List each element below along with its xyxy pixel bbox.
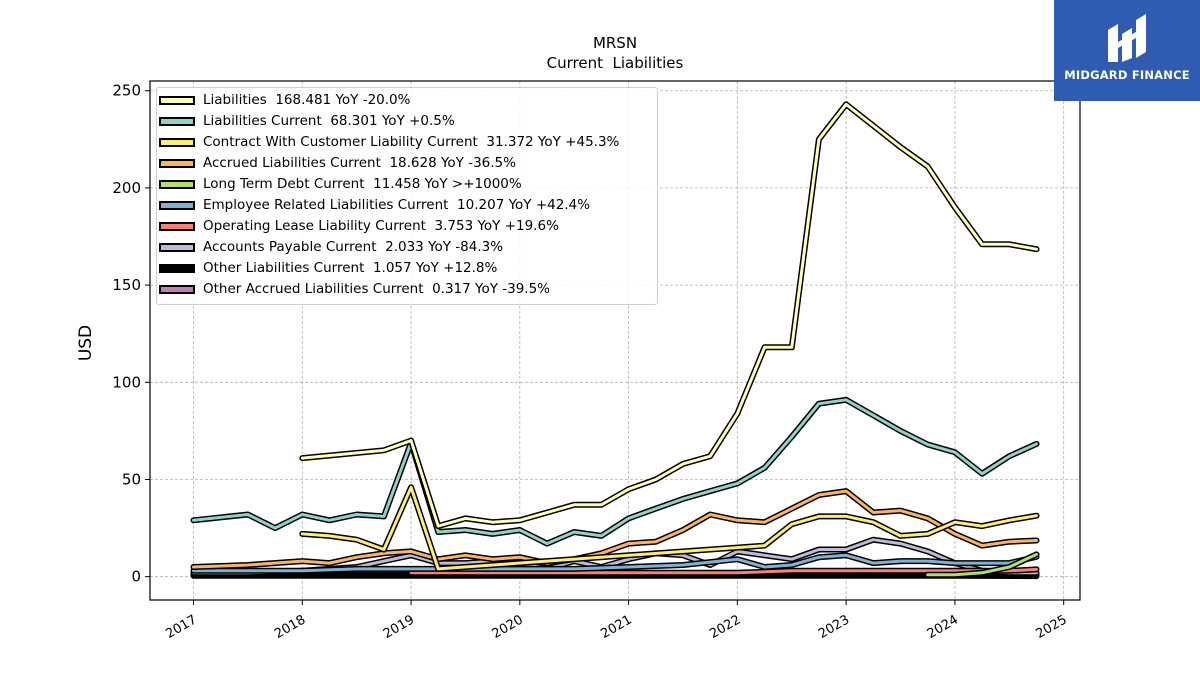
legend-swatch <box>159 221 195 231</box>
legend-item: Other Liabilities Current 1.057 YoY +12.… <box>159 258 497 278</box>
legend-label: Contract With Customer Liability Current… <box>203 134 620 150</box>
x-tick-label: 2020 <box>490 612 526 642</box>
y-tick-label: 200 <box>112 179 141 197</box>
series-operating-lease-liability-current <box>408 566 1040 576</box>
legend-label: Liabilities 168.481 YoY -20.0% <box>203 92 411 108</box>
legend-label: Other Liabilities Current 1.057 YoY +12.… <box>203 260 498 276</box>
chart-title: MRSN <box>593 34 637 52</box>
series-contract-with-customer-liability-current <box>299 484 1040 572</box>
legend-label: Accounts Payable Current 2.033 YoY -84.3… <box>203 239 504 255</box>
series-line <box>300 102 1038 528</box>
legend-item: Contract With Customer Liability Current… <box>159 132 619 152</box>
legend-swatch <box>159 284 195 294</box>
logo-text: MIDGARD FINANCE <box>1064 68 1190 82</box>
plot-frame <box>149 80 1081 601</box>
x-tick-label: 2018 <box>272 612 308 642</box>
legend-swatch <box>159 179 195 189</box>
x-tick-label: 2023 <box>816 612 852 642</box>
y-tick-label: 50 <box>122 470 141 488</box>
legend-label: Other Accrued Liabilities Current 0.317 … <box>203 281 551 297</box>
series-line <box>192 489 1038 569</box>
series-lines <box>190 101 1040 580</box>
legend-item: Liabilities Current 68.301 YoY +0.5% <box>159 111 455 131</box>
legend-item: Liabilities 168.481 YoY -20.0% <box>159 90 410 110</box>
series-employee-related-liabilities-current <box>190 552 1040 574</box>
legend-item: Operating Lease Liability Current 3.753 … <box>159 216 559 236</box>
legend-swatch <box>159 95 195 105</box>
legend-swatch <box>159 116 195 126</box>
chart-legend: Liabilities 168.481 YoY -20.0% Liabilitie… <box>156 87 658 305</box>
legend-swatch <box>159 242 195 252</box>
legend-label: Employee Related Liabilities Current 10.… <box>203 197 591 213</box>
series-line-outline <box>190 396 1040 547</box>
brand-logo: MIDGARD FINANCE <box>1054 0 1200 101</box>
x-tick-label: 2017 <box>163 612 199 642</box>
legend-swatch <box>159 158 195 168</box>
x-tick-label: 2025 <box>1034 612 1070 642</box>
series-long-term-debt-current <box>924 551 1040 578</box>
legend-item: Employee Related Liabilities Current 10.… <box>159 195 590 215</box>
series-line <box>192 553 1038 573</box>
chart-subtitle: Current Liabilities <box>547 54 684 72</box>
x-tick-label: 2022 <box>707 612 743 642</box>
y-tick-label: 250 <box>112 82 141 100</box>
legend-swatch <box>159 263 195 273</box>
legend-swatch <box>159 200 195 210</box>
legend-item: Accounts Payable Current 2.033 YoY -84.3… <box>159 237 503 257</box>
y-tick-label: 0 <box>131 568 141 586</box>
midgard-logo-icon <box>1108 14 1146 62</box>
legend-item: Long Term Debt Current 11.458 YoY >+1000… <box>159 174 522 194</box>
x-tick-label: 2019 <box>381 612 417 642</box>
y-tick-label: 100 <box>112 373 141 391</box>
legend-label: Long Term Debt Current 11.458 YoY >+1000… <box>203 176 522 192</box>
legend-label: Accrued Liabilities Current 18.628 YoY -… <box>203 155 516 171</box>
series-line <box>192 398 1038 546</box>
series-liabilities-current <box>190 396 1040 547</box>
series-line <box>409 567 1038 575</box>
series-liabilities <box>299 101 1040 530</box>
series-line <box>300 485 1038 571</box>
legend-label: Operating Lease Liability Current 3.753 … <box>203 218 559 234</box>
series-accrued-liabilities-current <box>190 488 1040 570</box>
y-axis-label: USD <box>76 325 96 361</box>
legend-item: Accrued Liabilities Current 18.628 YoY -… <box>159 153 516 173</box>
x-tick-label: 2021 <box>598 612 634 642</box>
legend-swatch <box>159 137 195 147</box>
legend-item: Other Accrued Liabilities Current 0.317 … <box>159 279 550 299</box>
y-tick-label: 150 <box>112 276 141 294</box>
x-tick-label: 2024 <box>925 612 961 642</box>
legend-label: Liabilities Current 68.301 YoY +0.5% <box>203 113 455 129</box>
series-line <box>926 552 1038 577</box>
